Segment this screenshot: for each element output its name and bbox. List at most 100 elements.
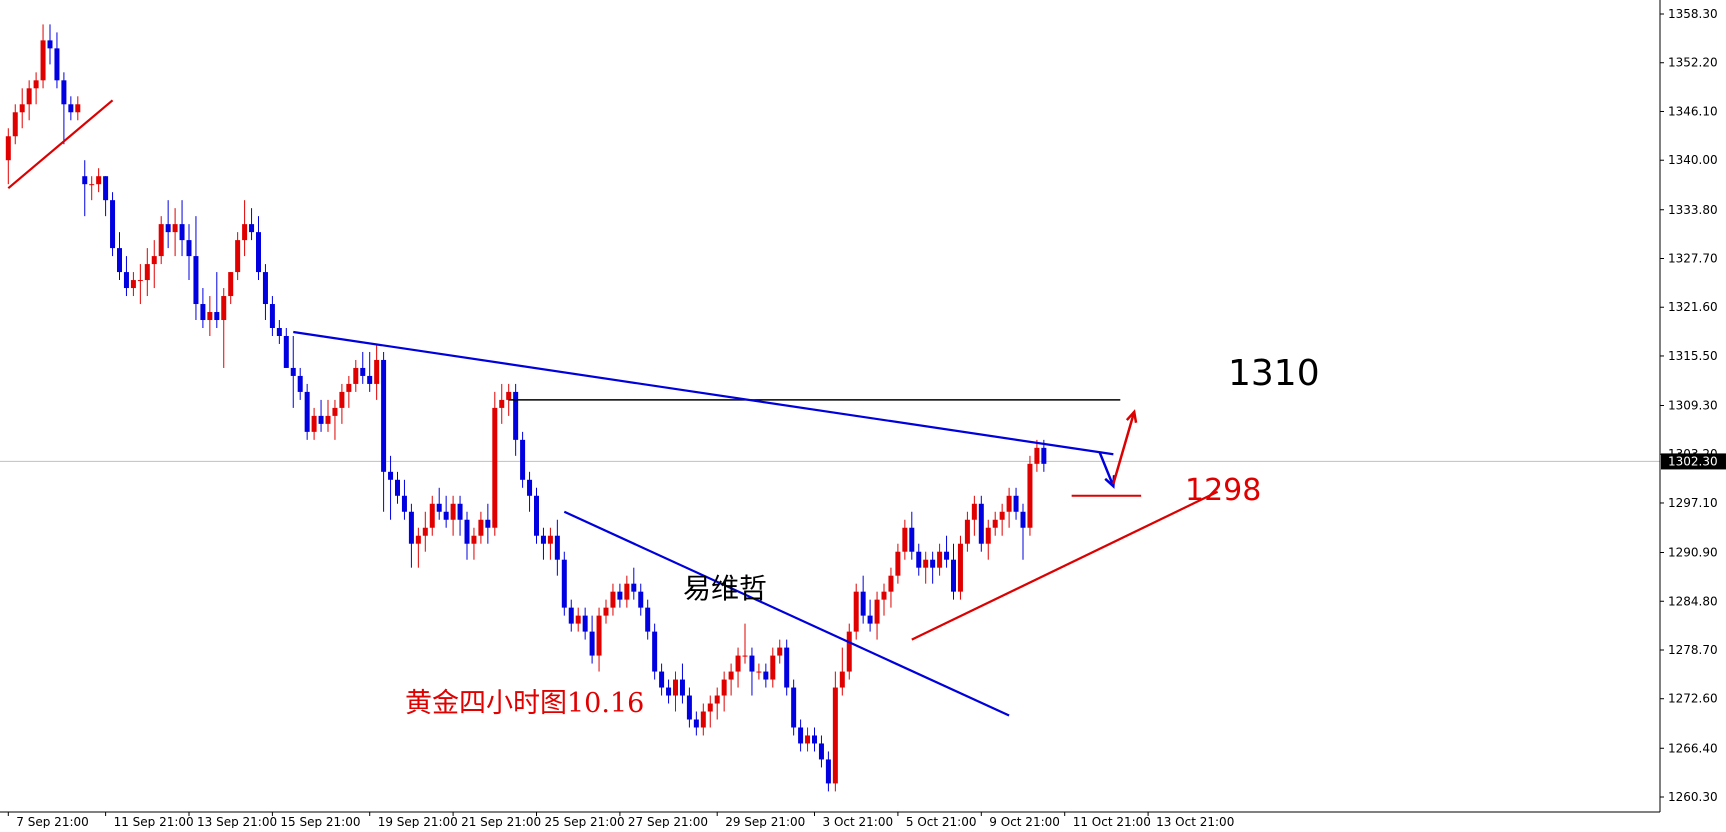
candle-body <box>75 104 81 113</box>
candle <box>117 232 122 281</box>
candle <box>388 455 394 520</box>
candle-body <box>415 535 421 544</box>
red-trendline-2 <box>7 99 114 190</box>
candle <box>499 383 505 424</box>
candle-body <box>881 591 887 600</box>
price-tick-label: 1284.80 <box>1668 594 1718 608</box>
candle <box>75 96 81 121</box>
candle <box>846 623 852 680</box>
candle <box>395 471 400 504</box>
candle <box>464 511 470 560</box>
candles-layer <box>0 24 1660 792</box>
candle <box>798 719 804 752</box>
candle <box>513 383 519 456</box>
candle <box>888 567 894 608</box>
candle-body <box>874 599 880 624</box>
candle-body <box>700 711 706 728</box>
candle <box>659 663 665 696</box>
arrow-shaft <box>1112 411 1136 485</box>
candle-body <box>652 631 658 672</box>
candle-body <box>193 256 199 305</box>
candle-body <box>249 224 255 233</box>
candle <box>422 511 428 552</box>
candle-body <box>971 503 977 520</box>
candle-body <box>471 535 477 544</box>
candle <box>749 647 755 696</box>
candle <box>165 200 171 249</box>
candle-body <box>235 240 241 273</box>
candle-body <box>33 80 39 89</box>
candle <box>353 359 359 392</box>
candle-body <box>832 687 838 784</box>
candle-body <box>610 591 616 608</box>
candle <box>777 639 783 664</box>
candle-body <box>478 519 484 536</box>
candle-body <box>276 327 282 336</box>
candle <box>235 232 241 281</box>
candle-body <box>353 367 359 384</box>
candle <box>443 495 449 528</box>
candle-body <box>110 200 116 249</box>
candle <box>242 200 248 257</box>
candle <box>332 399 338 440</box>
candle <box>110 192 116 257</box>
candle <box>123 256 129 297</box>
candle-body <box>269 304 275 328</box>
candle <box>158 216 164 265</box>
candle-body <box>360 367 366 376</box>
candle <box>360 351 366 384</box>
candle <box>82 160 88 217</box>
candle-body <box>527 479 533 496</box>
price-tick-label: 1266.40 <box>1668 741 1718 755</box>
date-tick-label: 21 Sep 21:00 <box>461 815 541 828</box>
candle-body <box>1041 447 1047 464</box>
candle-body <box>179 224 185 241</box>
candle <box>214 272 220 328</box>
candle-body <box>485 519 491 528</box>
candle <box>964 511 970 552</box>
candle-body <box>964 519 970 544</box>
candle <box>930 551 936 584</box>
candle-body <box>951 559 956 592</box>
candle-body <box>846 631 852 672</box>
candle-body <box>422 527 428 536</box>
candle-body <box>923 559 929 568</box>
price-tick-label: 1340.00 <box>1668 153 1718 167</box>
candle-body <box>860 591 866 616</box>
candle-body <box>756 671 762 673</box>
price-tick-label: 1297.10 <box>1668 496 1718 510</box>
candle-body <box>1027 463 1033 528</box>
candle-body <box>401 495 407 512</box>
candle <box>450 495 456 536</box>
red-projection-arrow <box>1112 409 1138 485</box>
candle-body <box>978 503 984 544</box>
candle <box>895 543 901 584</box>
candle-body <box>12 112 18 137</box>
candle <box>61 72 67 145</box>
candle-body <box>812 735 817 744</box>
candle-body <box>735 655 741 672</box>
candle-body <box>26 88 32 105</box>
candle <box>47 24 53 65</box>
candle-body <box>589 631 595 656</box>
candle <box>179 200 185 257</box>
candle-body <box>429 503 435 528</box>
candle-body <box>728 671 734 680</box>
candle-body <box>575 615 581 624</box>
candle <box>638 583 644 616</box>
candle-body <box>686 695 692 720</box>
blue-projection-arrow <box>1098 451 1116 489</box>
candle <box>742 623 748 664</box>
candle-body <box>339 391 345 408</box>
candle <box>770 647 776 688</box>
candle-body <box>721 679 727 696</box>
candle <box>554 519 560 576</box>
date-tick-label: 11 Oct 21:00 <box>1073 815 1151 828</box>
price-tick-label: 1321.60 <box>1668 300 1718 314</box>
candle <box>527 471 533 512</box>
candle-body <box>596 615 602 656</box>
candle <box>256 216 261 281</box>
candle <box>96 168 102 193</box>
price-tick-label: 1260.30 <box>1668 790 1718 804</box>
